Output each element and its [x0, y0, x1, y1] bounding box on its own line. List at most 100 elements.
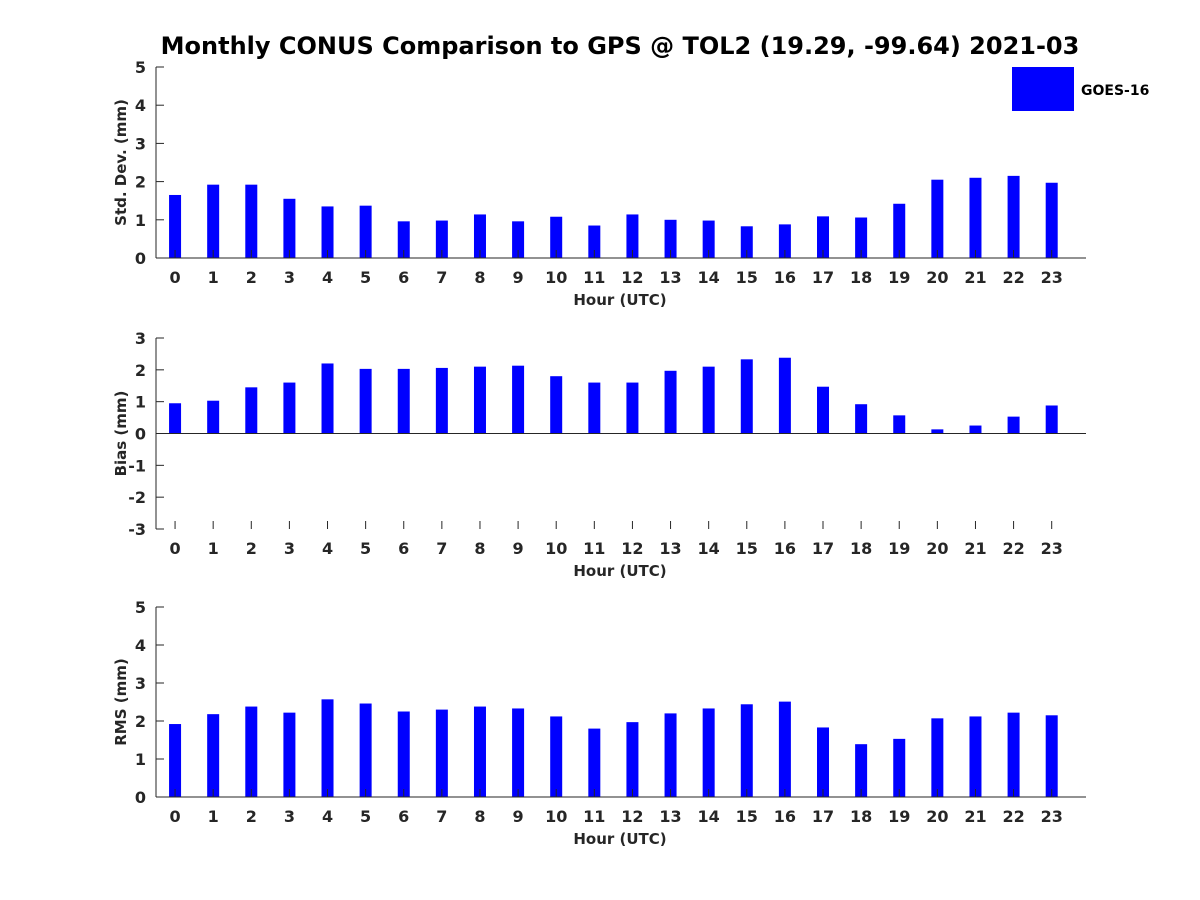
- x-tick-label-bias-10: 10: [545, 539, 567, 558]
- x-tick-label-stddev-15: 15: [736, 268, 758, 287]
- bar-bias-17: [817, 386, 830, 434]
- y-axis-label-bias: Bias (mm): [112, 391, 130, 477]
- bar-bias-15: [740, 359, 753, 434]
- x-tick-label-stddev-2: 2: [246, 268, 257, 287]
- x-tick-label-rms-9: 9: [513, 807, 524, 826]
- x-tick-label-stddev-0: 0: [169, 268, 180, 287]
- chart-title: Monthly CONUS Comparison to GPS @ TOL2 (…: [161, 32, 1080, 60]
- bar-stddev-17: [817, 216, 830, 258]
- y-tick-label-stddev-3: 3: [135, 134, 146, 153]
- x-tick-label-rms-18: 18: [850, 807, 872, 826]
- bar-stddev-10: [550, 216, 563, 258]
- x-tick-label-bias-12: 12: [621, 539, 643, 558]
- y-tick-label-bias--1: -1: [128, 456, 146, 475]
- bar-stddev-18: [855, 217, 868, 258]
- bar-stddev-0: [169, 194, 182, 258]
- y-tick-label-rms-1: 1: [135, 750, 146, 769]
- bar-stddev-11: [588, 225, 601, 258]
- bar-rms-21: [969, 716, 982, 797]
- x-tick-label-bias-23: 23: [1041, 539, 1063, 558]
- bar-bias-8: [473, 366, 486, 434]
- bar-stddev-15: [740, 226, 753, 258]
- bar-rms-15: [740, 704, 753, 797]
- bar-bias-9: [512, 365, 525, 434]
- bar-stddev-12: [626, 214, 639, 258]
- bar-rms-6: [397, 711, 410, 797]
- y-tick-label-bias--3: -3: [128, 520, 146, 539]
- x-tick-label-rms-0: 0: [169, 807, 180, 826]
- y-tick-label-stddev-1: 1: [135, 211, 146, 230]
- x-tick-label-bias-1: 1: [208, 539, 219, 558]
- bar-rms-16: [778, 701, 791, 797]
- bar-rms-9: [512, 708, 525, 797]
- x-tick-label-rms-21: 21: [964, 807, 986, 826]
- x-tick-label-rms-6: 6: [398, 807, 409, 826]
- x-tick-label-rms-3: 3: [284, 807, 295, 826]
- bar-stddev-7: [435, 220, 448, 258]
- bar-rms-7: [435, 709, 448, 797]
- x-tick-label-rms-8: 8: [474, 807, 485, 826]
- x-tick-label-bias-14: 14: [698, 539, 720, 558]
- bar-stddev-21: [969, 177, 982, 258]
- bar-bias-21: [969, 425, 982, 434]
- bar-stddev-22: [1007, 175, 1020, 258]
- bar-bias-0: [169, 403, 182, 434]
- x-tick-label-bias-3: 3: [284, 539, 295, 558]
- bar-rms-13: [664, 713, 677, 797]
- y-tick-label-bias-1: 1: [135, 393, 146, 412]
- bar-bias-4: [321, 363, 334, 434]
- x-tick-label-bias-5: 5: [360, 539, 371, 558]
- bar-bias-18: [855, 404, 868, 434]
- x-tick-label-stddev-19: 19: [888, 268, 910, 287]
- x-tick-label-rms-17: 17: [812, 807, 834, 826]
- legend-label: GOES-16: [1081, 83, 1149, 99]
- bar-bias-22: [1007, 416, 1020, 434]
- x-tick-label-stddev-8: 8: [474, 268, 485, 287]
- x-tick-label-rms-1: 1: [208, 807, 219, 826]
- bar-bias-14: [702, 366, 715, 434]
- x-tick-label-bias-8: 8: [474, 539, 485, 558]
- bar-rms-22: [1007, 712, 1020, 797]
- x-tick-label-stddev-20: 20: [926, 268, 948, 287]
- x-tick-label-stddev-21: 21: [964, 268, 986, 287]
- x-tick-label-bias-21: 21: [964, 539, 986, 558]
- x-tick-label-stddev-5: 5: [360, 268, 371, 287]
- x-tick-label-bias-0: 0: [169, 539, 180, 558]
- bar-bias-7: [435, 367, 448, 434]
- x-tick-label-bias-13: 13: [659, 539, 681, 558]
- x-axis-label-rms: Hour (UTC): [573, 830, 666, 848]
- x-axis-label-bias: Hour (UTC): [573, 562, 666, 580]
- x-tick-label-rms-14: 14: [698, 807, 720, 826]
- bar-bias-12: [626, 382, 639, 434]
- x-tick-label-stddev-16: 16: [774, 268, 796, 287]
- x-tick-label-bias-22: 22: [1002, 539, 1024, 558]
- y-tick-label-stddev-5: 5: [135, 58, 146, 77]
- bar-stddev-13: [664, 219, 677, 258]
- x-tick-label-bias-11: 11: [583, 539, 605, 558]
- bar-bias-10: [550, 376, 563, 434]
- y-tick-label-stddev-0: 0: [135, 249, 146, 268]
- y-tick-label-stddev-4: 4: [135, 96, 146, 115]
- bar-bias-2: [245, 387, 258, 434]
- x-tick-label-rms-5: 5: [360, 807, 371, 826]
- bar-stddev-23: [1045, 182, 1058, 258]
- x-tick-label-stddev-7: 7: [436, 268, 447, 287]
- x-tick-label-rms-2: 2: [246, 807, 257, 826]
- bar-bias-19: [893, 415, 906, 434]
- legend: GOES-16: [1012, 67, 1149, 111]
- x-tick-label-bias-16: 16: [774, 539, 796, 558]
- x-tick-label-bias-2: 2: [246, 539, 257, 558]
- y-tick-label-rms-3: 3: [135, 674, 146, 693]
- y-tick-label-rms-5: 5: [135, 598, 146, 617]
- x-tick-label-bias-17: 17: [812, 539, 834, 558]
- x-tick-label-bias-20: 20: [926, 539, 948, 558]
- bar-rms-18: [855, 744, 868, 797]
- bar-stddev-14: [702, 220, 715, 258]
- bar-stddev-1: [207, 184, 220, 258]
- bar-bias-6: [397, 368, 410, 434]
- x-tick-label-stddev-4: 4: [322, 268, 333, 287]
- x-tick-label-stddev-11: 11: [583, 268, 605, 287]
